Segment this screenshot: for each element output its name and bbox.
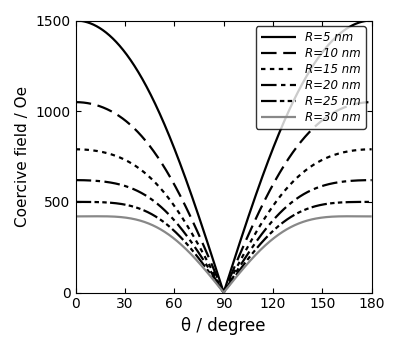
R=5 nm: [73, 19, 78, 23]
R=10 nm: [107, 108, 112, 112]
R=15 nm: [200, 249, 204, 253]
R=20 nm: [187, 237, 192, 241]
Legend: R=5 nm, R=10 nm, R=15 nm, R=20 nm, R=25 nm, R=30 nm: R=5 nm, R=10 nm, R=15 nm, R=20 nm, R=25 …: [256, 26, 366, 128]
Line: R=30 nm: R=30 nm: [76, 216, 372, 293]
R=5 nm: [221, 290, 226, 295]
R=10 nm: [187, 212, 192, 216]
Line: R=10 nm: R=10 nm: [76, 102, 372, 293]
Line: R=20 nm: R=20 nm: [76, 180, 372, 293]
R=20 nm: [332, 181, 336, 185]
R=25 nm: [221, 290, 226, 295]
R=10 nm: [200, 240, 204, 244]
R=25 nm: [124, 203, 129, 207]
R=20 nm: [124, 184, 129, 189]
R=20 nm: [221, 290, 226, 295]
R=25 nm: [73, 200, 78, 204]
R=15 nm: [364, 147, 368, 152]
R=25 nm: [369, 200, 374, 204]
R=25 nm: [200, 260, 204, 265]
R=30 nm: [73, 214, 78, 218]
R=10 nm: [221, 290, 226, 295]
R=30 nm: [332, 215, 336, 219]
R=5 nm: [107, 33, 112, 37]
R=20 nm: [107, 180, 112, 184]
R=30 nm: [97, 214, 102, 218]
R=20 nm: [369, 178, 374, 182]
R=5 nm: [124, 53, 129, 57]
Y-axis label: Coercive field / Oe: Coercive field / Oe: [15, 86, 30, 227]
R=30 nm: [369, 214, 374, 218]
R=5 nm: [200, 224, 204, 228]
Line: R=15 nm: R=15 nm: [76, 149, 372, 293]
Line: R=5 nm: R=5 nm: [76, 21, 372, 293]
R=20 nm: [200, 256, 204, 260]
R=25 nm: [107, 201, 112, 205]
R=30 nm: [221, 290, 226, 295]
R=15 nm: [107, 152, 112, 156]
R=15 nm: [369, 147, 374, 152]
R=30 nm: [200, 264, 204, 268]
R=30 nm: [107, 214, 112, 218]
R=30 nm: [187, 250, 192, 254]
R=5 nm: [369, 19, 374, 23]
R=30 nm: [364, 214, 368, 218]
R=15 nm: [73, 147, 78, 152]
R=15 nm: [332, 153, 336, 157]
R=10 nm: [124, 120, 129, 124]
R=25 nm: [364, 200, 368, 204]
R=10 nm: [332, 110, 336, 114]
R=10 nm: [369, 100, 374, 104]
R=5 nm: [332, 37, 336, 41]
R=15 nm: [124, 159, 129, 163]
R=5 nm: [364, 19, 368, 23]
R=25 nm: [187, 244, 192, 248]
R=15 nm: [221, 290, 226, 295]
R=5 nm: [187, 186, 192, 190]
X-axis label: θ / degree: θ / degree: [181, 317, 266, 335]
R=10 nm: [73, 100, 78, 104]
R=30 nm: [125, 216, 130, 220]
R=20 nm: [73, 178, 78, 182]
R=15 nm: [187, 227, 192, 231]
R=20 nm: [364, 178, 368, 182]
R=25 nm: [332, 201, 336, 205]
R=10 nm: [364, 100, 368, 104]
Line: R=25 nm: R=25 nm: [76, 202, 372, 293]
